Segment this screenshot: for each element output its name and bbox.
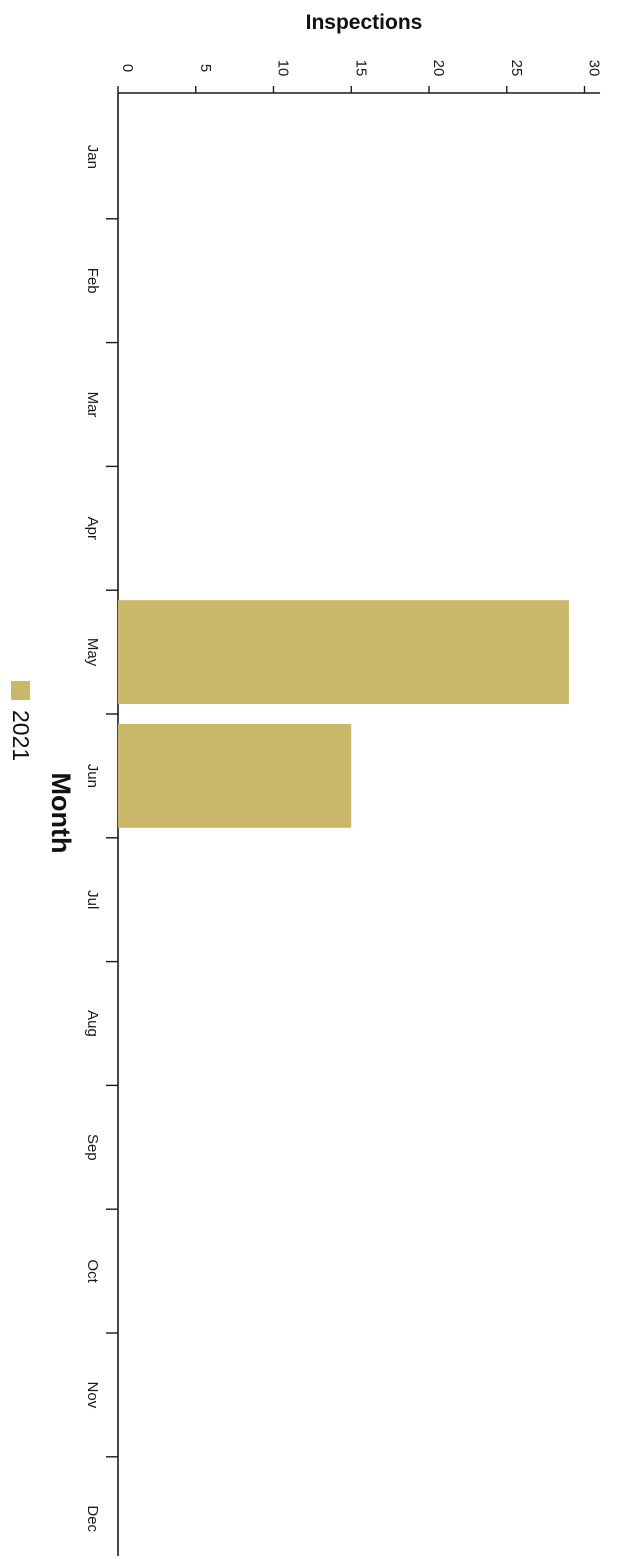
value-tick-label: 30 <box>586 60 603 77</box>
category-axis-ticks: Jan Feb Mar Apr May Jun Jul Aug Sep Oct Nov Dec <box>84 145 118 1533</box>
category-label-jun: Jun <box>84 764 101 788</box>
value-tick-label: 25 <box>508 60 525 77</box>
legend-label-2021: 2021 <box>8 710 34 761</box>
legend: 2021 <box>8 681 34 761</box>
legend-swatch-2021 <box>11 681 30 700</box>
value-tick-label: 15 <box>352 60 369 77</box>
category-label-jan: Jan <box>84 145 101 169</box>
category-label-oct: Oct <box>84 1259 101 1283</box>
category-label-nov: Nov <box>84 1382 101 1409</box>
value-tick-label: 10 <box>275 60 292 77</box>
category-label-jul: Jul <box>84 890 101 909</box>
bar-may <box>118 600 569 704</box>
value-tick-label: 0 <box>119 64 136 72</box>
value-axis-ticks: 0 5 10 15 20 25 30 <box>117 60 603 93</box>
category-label-apr: Apr <box>84 517 101 540</box>
bar-series <box>118 600 569 828</box>
category-axis-title: Month <box>46 773 76 854</box>
value-tick-label: 5 <box>197 64 214 72</box>
category-label-dec: Dec <box>84 1505 101 1532</box>
value-tick-label: 20 <box>430 60 447 77</box>
category-label-feb: Feb <box>84 268 101 294</box>
category-label-aug: Aug <box>84 1010 101 1037</box>
bar-jun <box>118 724 352 828</box>
category-label-mar: Mar <box>84 392 101 418</box>
category-label-may: May <box>84 638 101 667</box>
value-axis-title: Inspections <box>306 11 423 34</box>
category-label-sep: Sep <box>84 1134 101 1161</box>
